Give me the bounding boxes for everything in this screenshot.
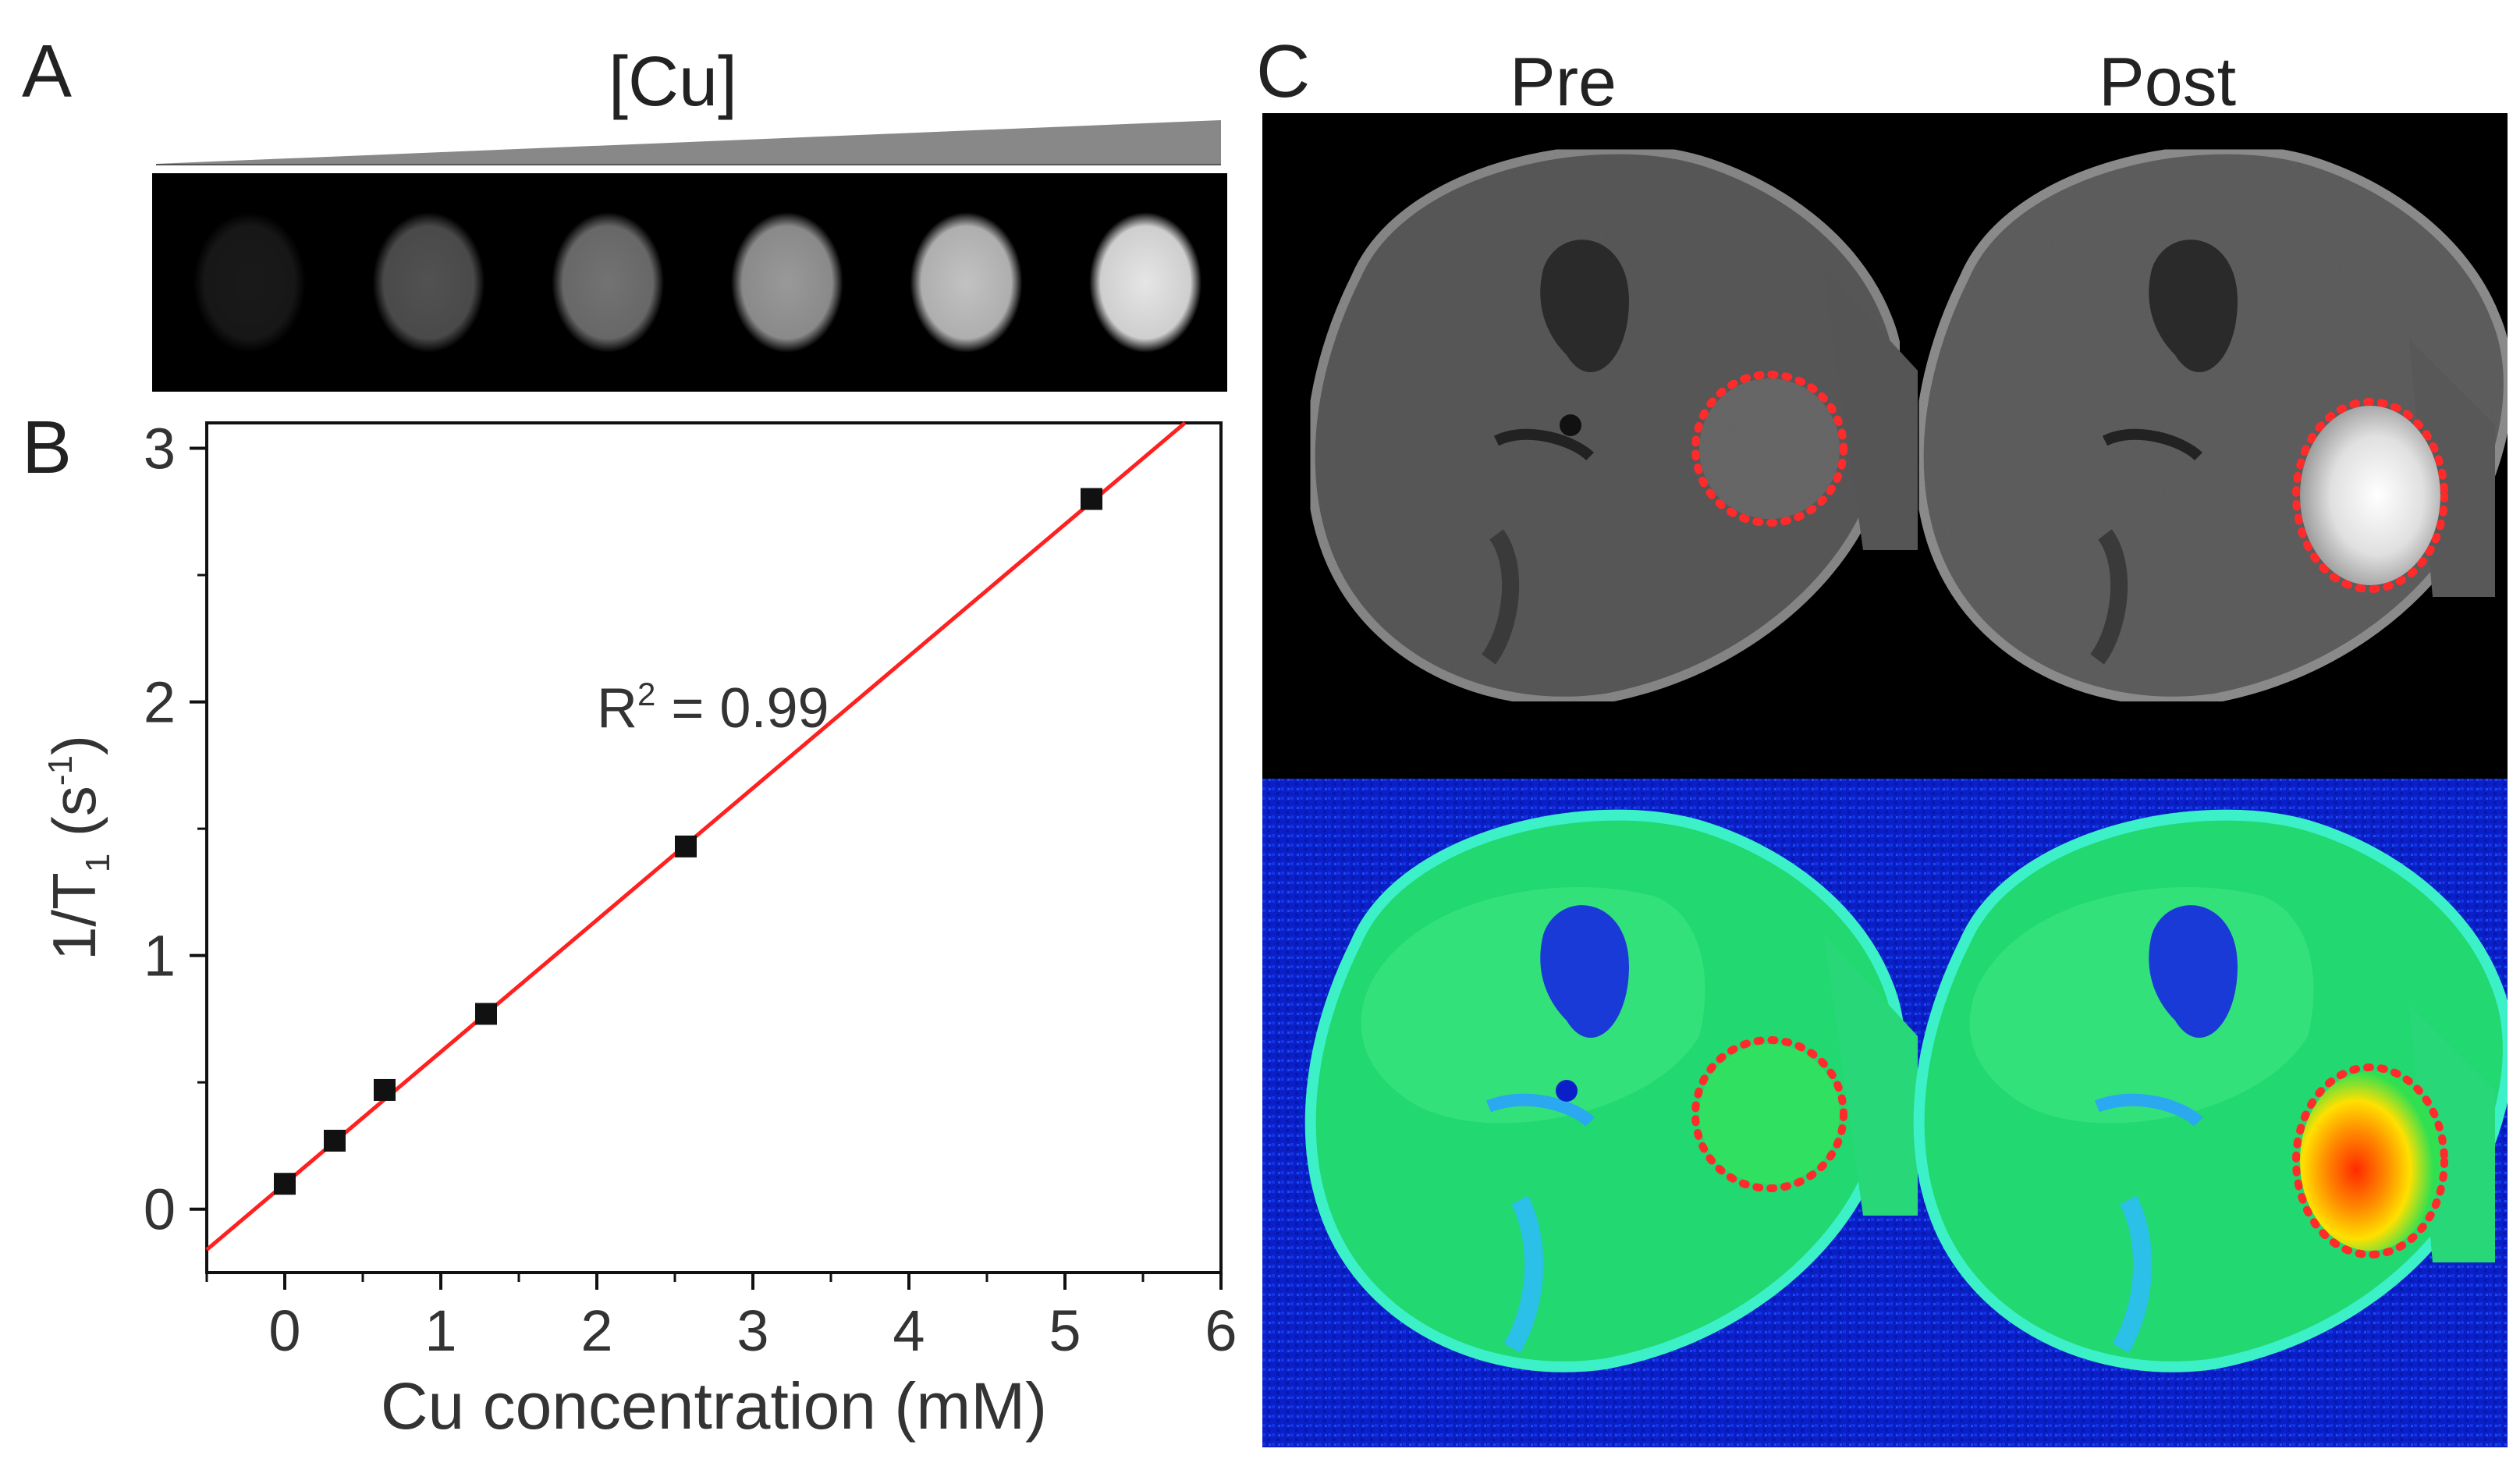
data-point (475, 1003, 497, 1025)
x-tick-label: 6 (1205, 1298, 1237, 1363)
x-tick-label: 1 (424, 1298, 456, 1363)
x-tick-label: 0 (268, 1298, 300, 1363)
tumor-roi-circle (2292, 398, 2448, 593)
y-tick-label: 3 (144, 417, 176, 481)
tumor-roi-circle (2292, 1063, 2448, 1259)
mri-image-grid (1262, 113, 2508, 1447)
y-tick-label: 1 (144, 924, 176, 989)
data-point (274, 1173, 296, 1195)
panel-letter-b: B (22, 406, 73, 489)
cu-gradient-label: [Cu] (609, 43, 738, 121)
phantom-image (152, 173, 1227, 392)
phantom-sample (372, 212, 485, 353)
x-tick-label: 2 (580, 1298, 612, 1363)
x-tick-label: 5 (1049, 1298, 1081, 1363)
mri-pre-grayscale (1305, 144, 1918, 706)
data-point (675, 835, 697, 857)
tumor-roi-circle (1691, 1036, 1847, 1192)
mri-post-grayscale (1914, 144, 2508, 706)
data-point (1081, 488, 1102, 510)
column-label-post: Post (2099, 43, 2237, 120)
column-label-pre: Pre (1510, 43, 1617, 120)
concentration-gradient-wedge (156, 120, 1221, 165)
y-axis-label: 1/T1 (s-1) (40, 735, 117, 960)
r-squared-annotation: R2 = 0.99 (597, 676, 829, 740)
tumor-roi-circle (1691, 371, 1847, 527)
phantom-sample (552, 212, 665, 353)
mri-pre-colormap (1304, 809, 1918, 1372)
data-point (374, 1078, 396, 1101)
plot-frame (205, 421, 1223, 1274)
phantom-sample (730, 212, 843, 353)
mri-post-colormap (1913, 809, 2508, 1372)
x-axis-label: Cu concentration (mM) (381, 1369, 1047, 1443)
panel-letter-c: C (1256, 30, 1311, 113)
panel-letter-a: A (22, 30, 73, 113)
relaxivity-chart: 0 1 2 3 4 5 6 0 1 2 3 R2 = 0.99 Cu concentration (… (40, 417, 1237, 1443)
data-point (324, 1129, 346, 1152)
y-tick-label: 2 (144, 670, 176, 735)
phantom-sample (1089, 212, 1202, 353)
y-tick-label: 0 (144, 1177, 176, 1242)
phantom-sample (193, 212, 306, 353)
x-tick-label: 3 (736, 1298, 768, 1363)
x-tick-label: 4 (893, 1298, 925, 1363)
phantom-sample (910, 212, 1023, 353)
